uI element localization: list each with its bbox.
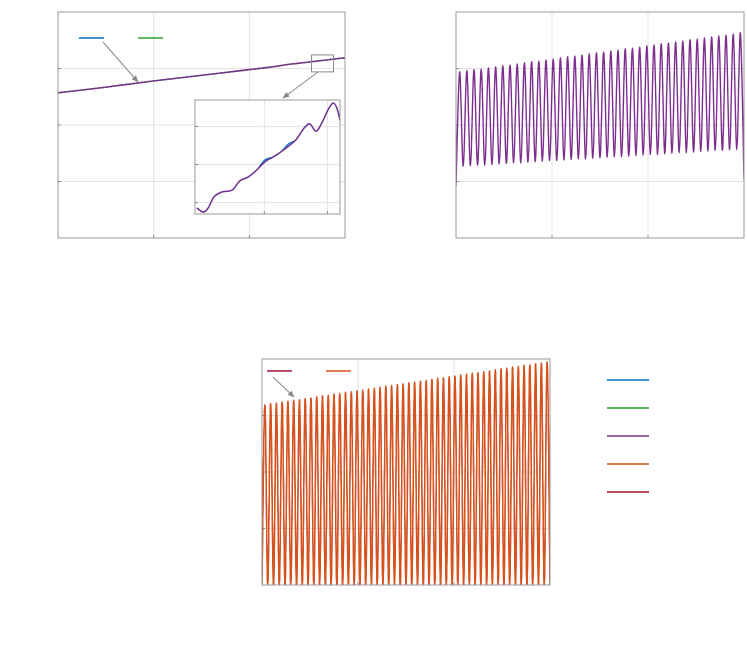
axes [455, 11, 745, 239]
axes-border [194, 99, 341, 215]
data-line [196, 102, 340, 213]
axes-border [455, 11, 745, 239]
series-group [456, 32, 744, 187]
plots [57, 11, 745, 586]
series-group [196, 102, 340, 213]
data-line [262, 361, 550, 585]
series-group [58, 57, 345, 94]
data-line [456, 32, 744, 187]
axes-border [261, 358, 551, 586]
axes [261, 358, 551, 586]
arrow [102, 41, 139, 83]
shared-legend [607, 379, 649, 493]
series-group [262, 361, 550, 585]
data-line [58, 57, 345, 94]
zoom-box [311, 54, 335, 73]
arrow [282, 71, 319, 99]
axes-background [195, 100, 340, 214]
annotations [102, 41, 319, 398]
axes [194, 99, 341, 215]
axes-border [57, 11, 346, 239]
arrow [272, 376, 295, 398]
